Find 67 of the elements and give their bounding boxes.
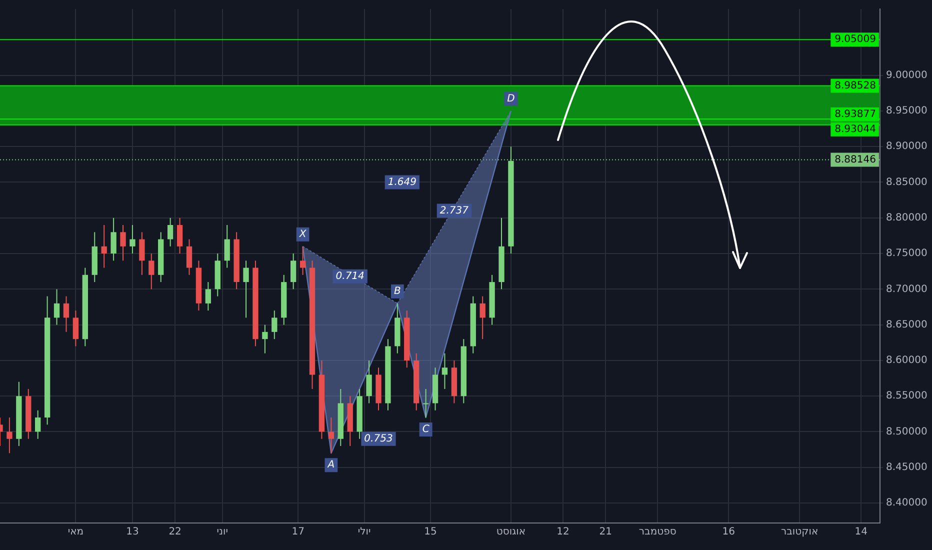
y-tick-label: 9.00000 (886, 70, 928, 81)
ref-line-label: 8.88146 (834, 154, 876, 166)
candlestick (262, 324, 268, 354)
ref-line-label: 8.93044 (834, 124, 876, 136)
candlestick (110, 217, 116, 262)
y-tick-label: 8.95000 (886, 106, 928, 117)
candlestick (290, 253, 296, 290)
x-tick-label: אוקטובר (781, 526, 818, 538)
annotation: 0.753 (364, 433, 393, 444)
candlestick (480, 296, 486, 340)
x-tick-label: 21 (599, 526, 612, 538)
ref-line-label: 8.98528 (834, 80, 876, 92)
annotation: 0.714 (336, 270, 364, 282)
annotation: B (394, 286, 401, 298)
candlestick (35, 410, 41, 440)
candlestick (300, 246, 306, 276)
annotation: 1.649 (388, 176, 416, 188)
annotation: A (326, 460, 335, 471)
x-tick-label: 15 (424, 526, 437, 538)
candlestick (243, 260, 249, 318)
candlestick (6, 416, 12, 454)
candlestick (139, 232, 145, 276)
candlestick (422, 388, 429, 418)
candlestick (205, 282, 212, 312)
annotation: D (507, 94, 516, 105)
candlestick (120, 224, 126, 262)
annotation: 2.737 (440, 205, 470, 216)
annotation: X (298, 228, 308, 240)
candlestick (72, 310, 79, 347)
x-tick-label: 17 (292, 526, 304, 538)
candlestick (224, 224, 230, 268)
x-tick-label: יוני (216, 526, 228, 538)
candlestick (328, 416, 334, 454)
candlestick (63, 296, 70, 332)
candlestick (101, 224, 107, 268)
x-tick-label: ספטמבר (638, 526, 676, 538)
y-tick-label: 8.50000 (886, 426, 928, 438)
x-tick-label: אוגוסט (496, 526, 526, 538)
candlestick (167, 217, 174, 247)
y-tick-label: 8.60000 (886, 355, 928, 366)
x-tick-label: מאי (68, 526, 84, 538)
candlestick (186, 238, 192, 276)
x-tick-label: יולי (358, 526, 371, 538)
y-tick-label: 8.70000 (886, 284, 928, 295)
candlestick (366, 360, 372, 404)
y-tick-label: 8.45000 (886, 462, 928, 473)
x-tick-label: 12 (556, 526, 570, 538)
x-tick-label: 16 (722, 526, 735, 538)
y-tick-label: 8.75000 (886, 248, 928, 260)
y-tick-label: 8.65000 (886, 319, 928, 330)
annotation: C (422, 424, 430, 436)
ref-line-label: 8.93877 (834, 109, 876, 120)
y-tick-label: 8.40000 (886, 498, 928, 509)
x-tick-label: 14 (854, 526, 868, 538)
candlestick (54, 288, 60, 326)
candlestick (272, 310, 278, 340)
candlestick (176, 217, 183, 254)
y-tick-label: 8.55000 (886, 390, 928, 402)
y-tick-label: 8.85000 (886, 176, 928, 188)
ref-line-label: 9.05009 (834, 34, 876, 46)
candlestick (130, 224, 136, 254)
y-tick-label: 8.90000 (886, 141, 928, 152)
x-tick-label: 22 (168, 526, 182, 538)
candlestick (148, 253, 154, 290)
x-tick-label: 13 (126, 526, 139, 538)
candlestick (442, 352, 448, 390)
y-tick-label: 8.80000 (886, 212, 928, 224)
